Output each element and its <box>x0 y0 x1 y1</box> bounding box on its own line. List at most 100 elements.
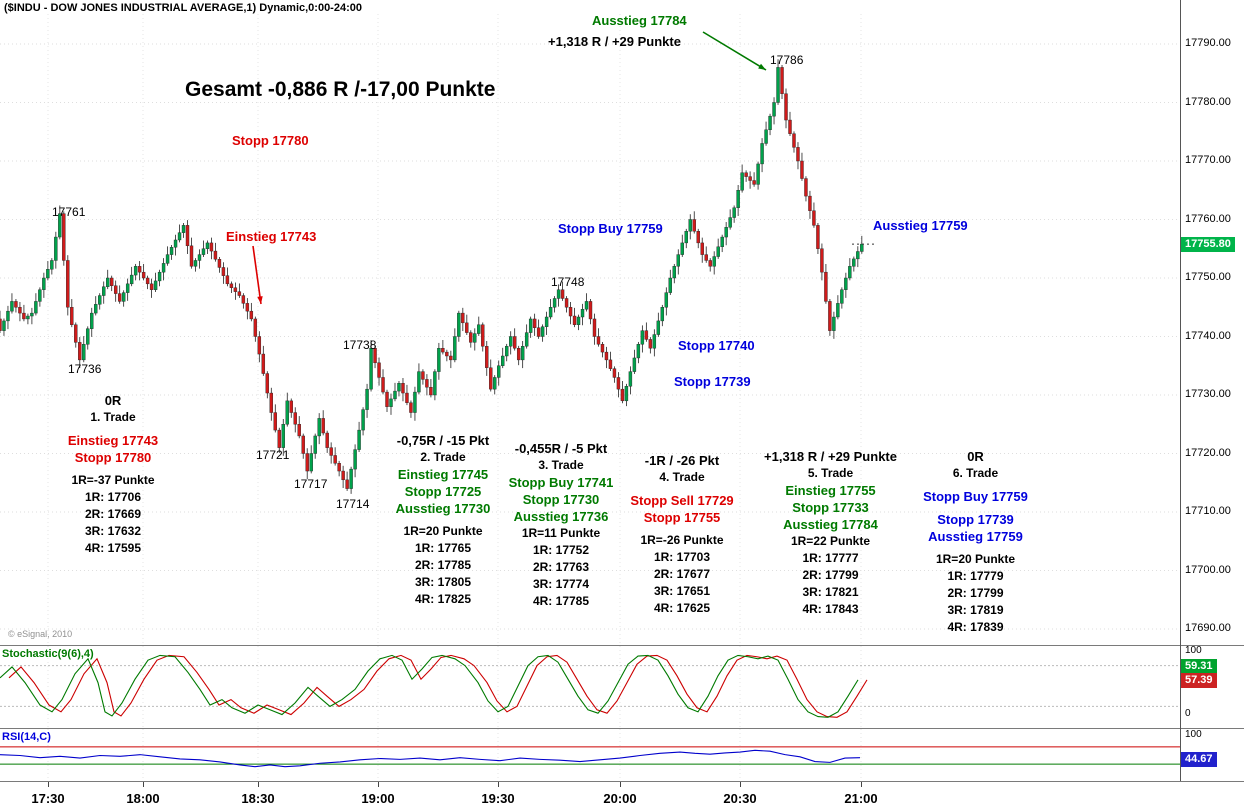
trade-level: 1R: 17752 <box>532 543 590 557</box>
trade-result: +1,318 R / +29 Punkte <box>764 449 897 464</box>
panel-separator <box>0 781 1244 782</box>
total-result-annotation: Gesamt -0,886 R /-17,00 Punkte <box>185 78 496 101</box>
trade-level: 2R: 17669 <box>84 507 142 521</box>
trade-signal: Stopp Buy 17759 <box>923 489 1028 504</box>
stoch-axis-100: 100 <box>1185 645 1202 656</box>
time-axis-tick <box>48 782 49 787</box>
stopp-17780-annotation: Stopp 17780 <box>232 133 309 148</box>
time-axis-label: 20:30 <box>723 791 757 806</box>
trade-level: 1R: 17779 <box>947 569 1004 583</box>
trade-name: 2. Trade <box>420 450 466 464</box>
trade-name: 4. Trade <box>659 470 705 484</box>
trade-r-unit: 1R=-37 Punkte <box>71 473 155 487</box>
swing-high-label: 17748 <box>551 275 585 289</box>
trade-result: -0,75R / -15 Pkt <box>396 433 490 448</box>
trade-signal: Stopp 17725 <box>404 484 482 499</box>
trade-signal: Ausstieg 17784 <box>783 517 878 532</box>
rsi-axis-100: 100 <box>1185 729 1202 740</box>
trade-signal: Stopp 17730 <box>522 492 600 507</box>
trade-name: 5. Trade <box>807 466 854 480</box>
trade-level: 3R: 17651 <box>653 584 711 598</box>
price-axis-label: 17720.00 <box>1185 446 1231 459</box>
stopp-17740-annotation: Stopp 17740 <box>678 338 755 353</box>
trade-name: 3. Trade <box>538 458 584 472</box>
time-axis-tick <box>498 782 499 787</box>
time-axis-label: 17:30 <box>31 791 65 806</box>
trade-signal: Stopp 17755 <box>643 510 721 525</box>
trade-level: 2R: 17763 <box>532 560 590 574</box>
price-axis-label: 17740.00 <box>1185 329 1231 342</box>
trade-signal: Stopp Sell 17729 <box>630 493 734 508</box>
trade-level: 1R: 17765 <box>414 541 472 555</box>
trade-result: -1R / -26 Pkt <box>644 453 720 468</box>
price-axis-label: 17750.00 <box>1185 271 1231 283</box>
stochastic-label: Stochastic(9(6),4) <box>2 648 94 660</box>
time-axis-label: 21:00 <box>844 791 878 806</box>
candlestick-chart[interactable] <box>0 14 1180 645</box>
copyright-label: © eSignal, 2010 <box>8 629 73 639</box>
einstieg-17743-annotation: Einstieg 17743 <box>226 229 317 244</box>
trade-level: 3R: 17774 <box>532 577 590 591</box>
peak-price-label: 17786 <box>770 53 804 67</box>
panel-separator <box>0 728 1244 729</box>
swing-high-label: 17738 <box>343 338 377 352</box>
trade-level: 4R: 17839 <box>947 620 1004 634</box>
trade-block-1: 0R 1. Trade Einstieg 17743 Stopp 17780 1… <box>48 392 178 557</box>
trade-name: 6. Trade <box>952 466 999 480</box>
trade-level: 4R: 17843 <box>802 602 859 616</box>
trade-name: 1. Trade <box>90 410 136 424</box>
price-axis-label: 17760.00 <box>1185 212 1231 225</box>
trade-signal: Stopp 17733 <box>792 500 869 515</box>
trade-level: 1R: 17777 <box>802 551 859 565</box>
stopp-17739-annotation: Stopp 17739 <box>674 374 751 389</box>
trade-block-5: +1,318 R / +29 Punkte 5. Trade Einstieg … <box>748 448 913 618</box>
trade-level: 1R: 17703 <box>653 550 711 564</box>
trade-block-4: -1R / -26 Pkt 4. Trade Stopp Sell 17729 … <box>622 452 742 617</box>
time-axis[interactable]: 17:30 18:00 18:30 19:00 19:30 20:00 20:30 21:00 <box>0 782 1244 811</box>
trade-level: 3R: 17805 <box>414 575 472 589</box>
trade-level: 3R: 17819 <box>947 603 1004 617</box>
trade-level: 2R: 17799 <box>947 586 1004 600</box>
stopp-buy-17759-annotation: Stopp Buy 17759 <box>558 221 663 236</box>
trade-r-unit: 1R=-26 Punkte <box>640 533 724 547</box>
trade-r-unit: 1R=22 Punkte <box>790 534 871 548</box>
trade-r-unit: 1R=11 Punkte <box>521 526 601 540</box>
stoch-axis-0: 0 <box>1185 708 1191 719</box>
time-axis-tick <box>620 782 621 787</box>
time-axis-tick <box>143 782 144 787</box>
time-axis-tick <box>378 782 379 787</box>
time-axis-label: 19:30 <box>481 791 515 806</box>
trade-r-unit: 1R=20 Punkte <box>935 552 1016 566</box>
ausstieg-17759-annotation: Ausstieg 17759 <box>873 218 968 233</box>
trade-level: 4R: 17825 <box>414 592 472 606</box>
price-axis-label: 17700.00 <box>1185 563 1231 576</box>
trade-r-unit: 1R=20 Punkte <box>403 524 483 538</box>
trade-level: 3R: 17821 <box>802 585 859 599</box>
trade-level: 2R: 17785 <box>414 558 472 572</box>
rsi-line <box>0 749 861 768</box>
price-axis-label: 17770.00 <box>1185 154 1231 166</box>
trade-signal: Einstieg 17755 <box>785 483 876 498</box>
trade-result: 0R <box>967 449 984 464</box>
rsi-value-badge: 44.67 <box>1181 752 1217 767</box>
swing-low-label: 17717 <box>294 477 328 491</box>
stoch-k-value-badge: 59.31 <box>1181 659 1217 674</box>
trade-signal: Ausstieg 17759 <box>928 529 1023 544</box>
stochastic-panel[interactable] <box>0 646 1180 728</box>
price-axis-label: 17690.00 <box>1185 622 1231 634</box>
stochastic-d-line <box>8 654 868 718</box>
trade-signal: Ausstieg 17736 <box>513 509 609 524</box>
swing-low-label: 17721 <box>256 448 290 462</box>
time-axis-tick <box>258 782 259 787</box>
trade-block-3: -0,455R / -5 Pkt 3. Trade Stopp Buy 1774… <box>496 440 626 610</box>
trade-level: 2R: 17677 <box>653 567 711 581</box>
trade-signal: Stopp 17780 <box>74 450 152 465</box>
trade-result: -0,455R / -5 Pkt <box>514 441 608 456</box>
last-price-badge: 17755.80 <box>1181 237 1235 252</box>
chart-title: ($INDU - DOW JONES INDUSTRIAL AVERAGE,1)… <box>4 2 362 14</box>
time-axis-label: 20:00 <box>603 791 637 806</box>
price-axis-label: 17710.00 <box>1185 505 1231 517</box>
rsi-panel[interactable] <box>0 729 1180 781</box>
trade-level: 4R: 17785 <box>532 594 590 608</box>
